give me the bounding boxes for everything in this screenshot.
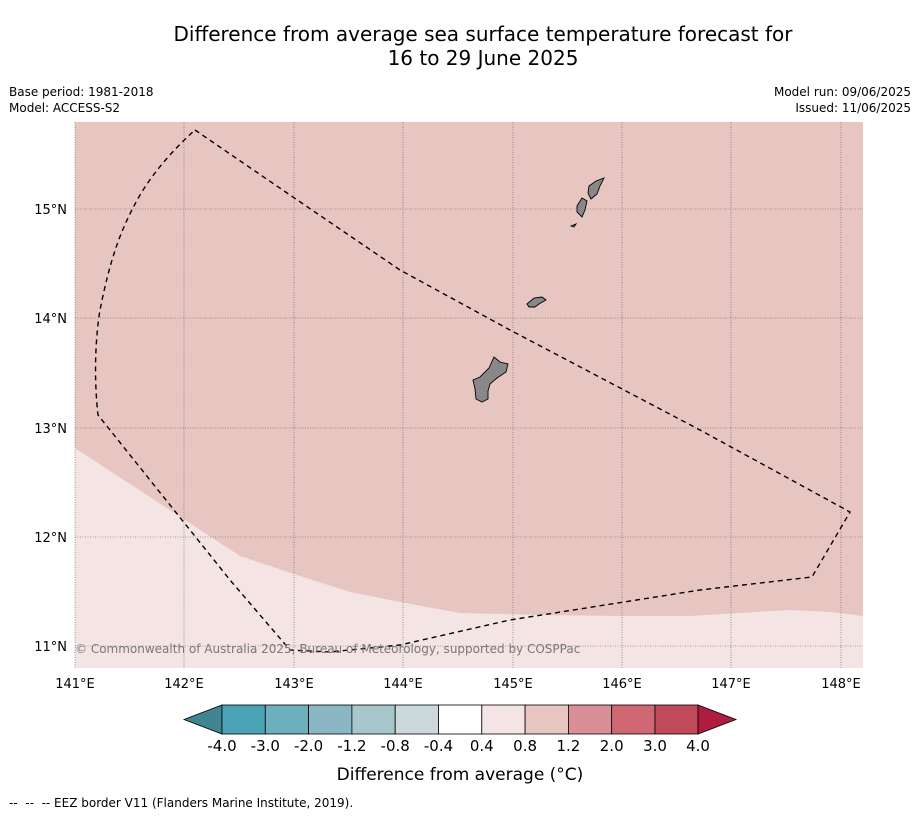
colorbar-extend-high — [697, 704, 738, 735]
colorbar-tick: -0.4 — [424, 737, 453, 755]
lat-label-11: 11°N — [34, 640, 67, 655]
base-period-text: Base period: 1981-2018 — [9, 85, 154, 99]
colorbar-tick: -3.0 — [251, 737, 280, 755]
colorbar-ticks: -4.0 -3.0 -2.0 -1.2 -0.8 -0.4 0.4 0.8 1.… — [207, 737, 710, 755]
model-text: Model: ACCESS-S2 — [9, 101, 121, 115]
island-guam — [472, 356, 509, 403]
colorbar-tick: 0.4 — [470, 737, 494, 755]
eez-footnote: -- -- -- EEZ border V11 (Flanders Marine… — [9, 796, 354, 810]
lon-label-143: 143°E — [274, 677, 314, 692]
lat-labels: 15°N 14°N 13°N 12°N 11°N — [34, 203, 67, 655]
island-aguijan — [569, 223, 578, 228]
lon-label-148: 148°E — [821, 677, 861, 692]
islands — [472, 177, 605, 403]
lat-label-15: 15°N — [34, 203, 67, 218]
colorbar-swatch-5 — [394, 704, 439, 735]
grid-lines — [74, 122, 863, 668]
colorbar-tick: 1.2 — [556, 737, 580, 755]
colorbar-tick: -0.8 — [381, 737, 410, 755]
colorbar-tick: 2.0 — [600, 737, 624, 755]
meta-left: Base period: 1981-2018 Model: ACCESS-S2 — [9, 84, 154, 116]
colorbar-swatch-7 — [481, 704, 526, 735]
colorbar — [182, 704, 738, 735]
lon-label-146: 146°E — [602, 677, 642, 692]
issued-text: Issued: 11/06/2025 — [795, 101, 911, 115]
island-rota — [526, 296, 547, 308]
colorbar-swatch-10 — [611, 704, 656, 735]
model-run-text: Model run: 09/06/2025 — [773, 85, 911, 99]
colorbar-swatch-9 — [568, 704, 613, 735]
colorbar-swatch-3 — [308, 704, 353, 735]
colorbar-tick: -2.0 — [294, 737, 323, 755]
lon-labels: 141°E 142°E 143°E 144°E 145°E 146°E 147°… — [55, 677, 861, 692]
colorbar-swatch-8 — [524, 704, 569, 735]
lon-label-147: 147°E — [711, 677, 751, 692]
lat-label-12: 12°N — [34, 531, 67, 546]
colorbar-tick: -1.2 — [337, 737, 366, 755]
colorbar-swatch-4 — [351, 704, 396, 735]
colorbar-tick: 4.0 — [686, 737, 710, 755]
colorbar-tick: -4.0 — [207, 737, 236, 755]
colorbar-swatch-2 — [264, 704, 309, 735]
anomaly-area-southwest — [75, 448, 863, 668]
lat-label-13: 13°N — [34, 422, 67, 437]
lat-label-14: 14°N — [34, 312, 67, 327]
eez-border — [94, 129, 851, 653]
title-line-1: Difference from average sea surface temp… — [173, 22, 793, 46]
colorbar-extend-low — [182, 704, 223, 735]
island-tinian — [576, 197, 588, 218]
lon-label-141: 141°E — [55, 677, 95, 692]
title-line-2: 16 to 29 June 2025 — [387, 46, 579, 70]
meta-right: Model run: 09/06/2025 Issued: 11/06/2025 — [774, 84, 911, 116]
colorbar-tick: 0.8 — [513, 737, 537, 755]
lon-label-145: 145°E — [493, 677, 533, 692]
island-saipan — [587, 177, 605, 200]
lon-label-144: 144°E — [383, 677, 423, 692]
colorbar-swatch-6 — [438, 704, 483, 735]
copyright-text: © Commonwealth of Australia 2025, Bureau… — [75, 642, 580, 656]
colorbar-tick: 3.0 — [643, 737, 667, 755]
lon-label-142: 142°E — [164, 677, 204, 692]
colorbar-swatch-1 — [221, 704, 266, 735]
colorbar-label: Difference from average (°C) — [337, 765, 584, 785]
colorbar-swatch-11 — [654, 704, 699, 735]
map-title: Difference from average sea surface temp… — [0, 22, 919, 70]
